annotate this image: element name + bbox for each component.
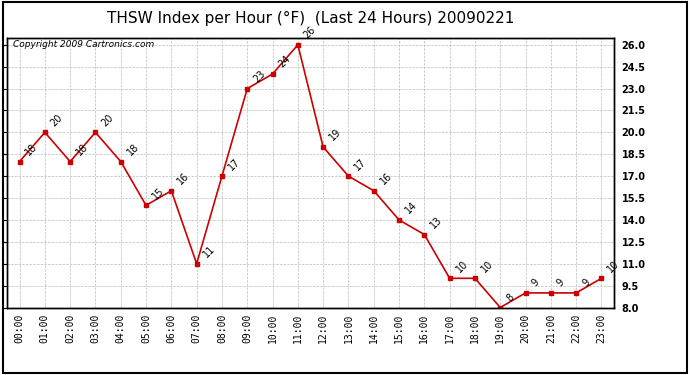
Text: 14: 14: [403, 200, 419, 216]
Text: 18: 18: [125, 142, 141, 158]
Text: 19: 19: [327, 127, 343, 143]
Text: 9: 9: [580, 278, 592, 289]
Text: 17: 17: [226, 156, 242, 172]
Text: 10: 10: [454, 258, 470, 274]
Text: 16: 16: [175, 171, 191, 187]
Text: 8: 8: [504, 292, 516, 303]
Text: 23: 23: [251, 69, 267, 84]
Text: 20: 20: [99, 112, 115, 128]
Text: 11: 11: [201, 244, 217, 260]
Text: 9: 9: [555, 278, 566, 289]
Text: 10: 10: [479, 258, 495, 274]
Text: THSW Index per Hour (°F)  (Last 24 Hours) 20090221: THSW Index per Hour (°F) (Last 24 Hours)…: [107, 11, 514, 26]
Text: 26: 26: [302, 25, 318, 40]
Text: 15: 15: [150, 185, 166, 201]
Text: 10: 10: [606, 258, 622, 274]
Text: 24: 24: [277, 54, 293, 70]
Text: 18: 18: [23, 142, 39, 158]
Text: 18: 18: [75, 142, 90, 158]
Text: 13: 13: [428, 214, 444, 230]
Text: 20: 20: [49, 112, 65, 128]
Text: 16: 16: [378, 171, 394, 187]
Text: 17: 17: [353, 156, 368, 172]
Text: 9: 9: [530, 278, 541, 289]
Text: Copyright 2009 Cartronics.com: Copyright 2009 Cartronics.com: [13, 40, 155, 49]
